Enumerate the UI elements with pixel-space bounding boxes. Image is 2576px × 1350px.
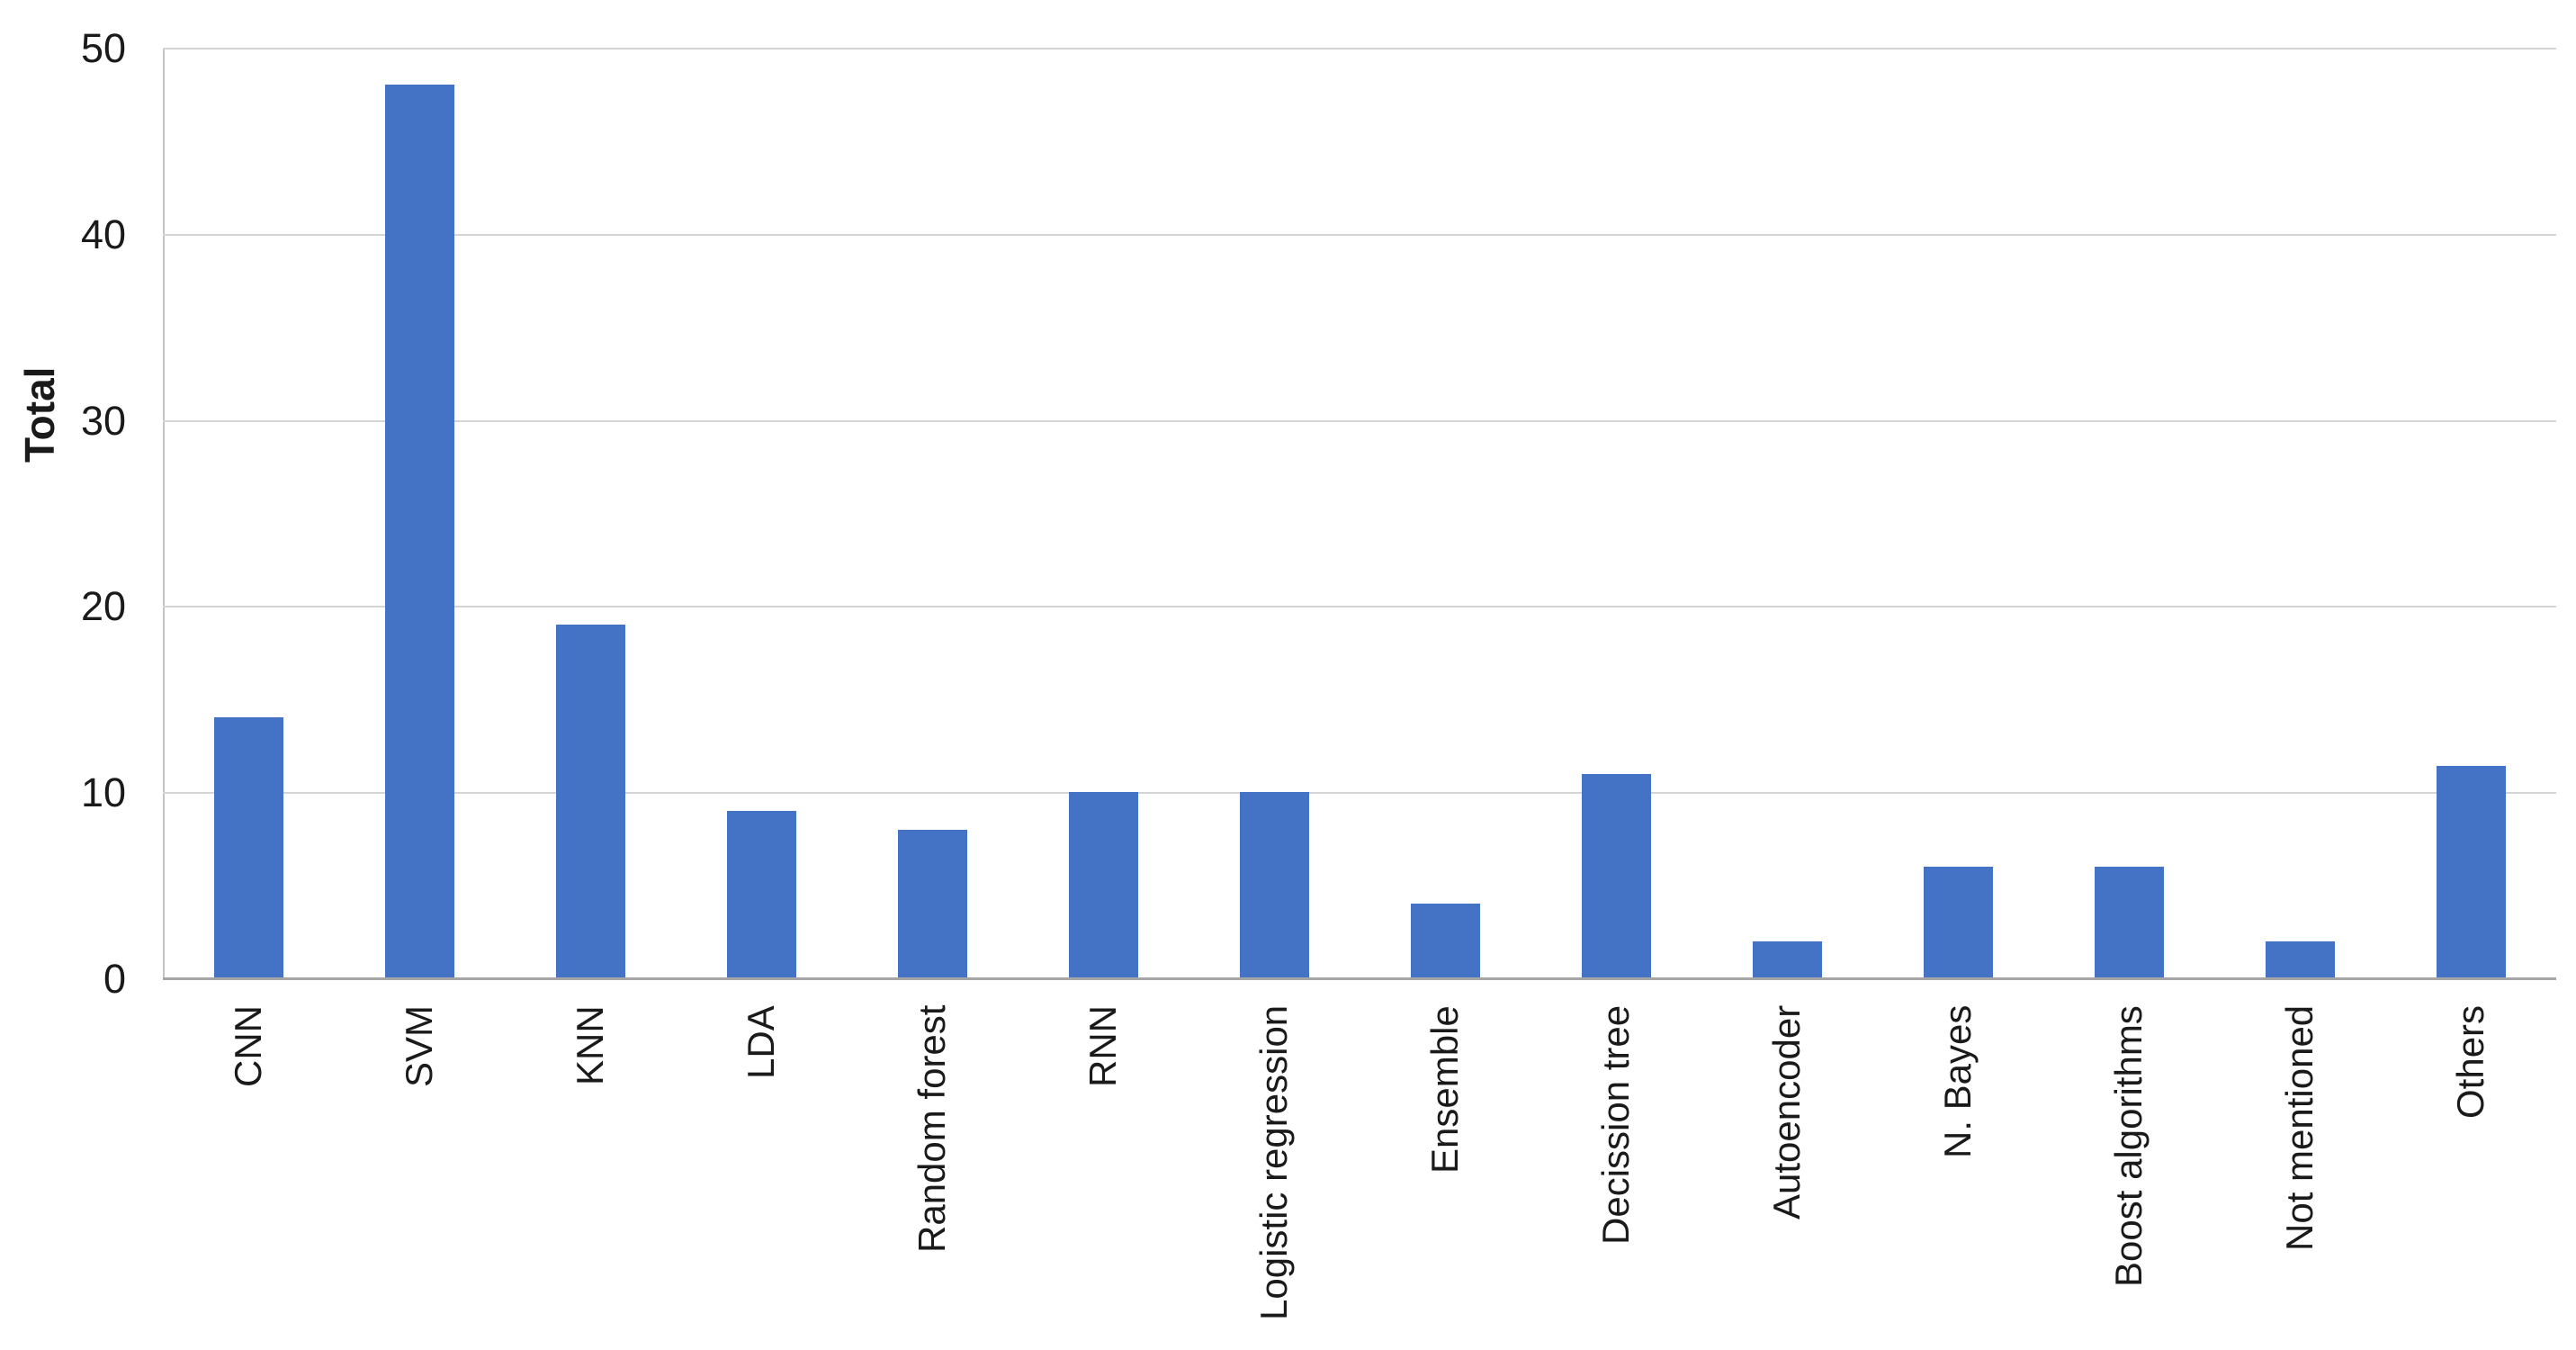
x-axis-label-not-mentioned: Not mentioned	[2278, 1005, 2320, 1252]
x-axis-label-random-forest: Random forest	[911, 1005, 953, 1254]
gridline-10	[163, 792, 2556, 795]
y-tick-label-10: 10	[80, 770, 126, 816]
y-tick-label-50: 50	[80, 25, 126, 71]
x-axis-label-rnn: RNN	[1082, 1005, 1124, 1087]
x-axis-label-lda: LDA	[740, 1005, 782, 1079]
bar-cnn	[213, 717, 283, 978]
x-axis-label-logistic-regression: Logistic regression	[1252, 1005, 1295, 1321]
x-axis-label-n-bayes: N. Bayes	[1936, 1005, 1979, 1159]
bar-random-forest	[897, 829, 967, 978]
y-tick-label-0: 0	[103, 956, 126, 1002]
bar-others	[2436, 766, 2506, 978]
bar-svm	[384, 85, 454, 978]
bar-n-bayes	[1923, 866, 1993, 978]
x-axis-label-others: Others	[2449, 1005, 2491, 1120]
x-axis-label-svm: SVM	[398, 1005, 440, 1088]
bar-autoencoder	[1752, 940, 1822, 978]
gridline-20	[163, 606, 2556, 608]
x-axis-label-ensemble: Ensemble	[1423, 1005, 1466, 1174]
x-axis-label-cnn: CNN	[227, 1005, 269, 1087]
x-axis-label-knn: KNN	[569, 1005, 611, 1085]
x-axis-label-autoencoder: Autoencoder	[1765, 1005, 1808, 1220]
bar-decission-tree	[1581, 773, 1651, 978]
bar-not-mentioned	[2265, 940, 2335, 978]
x-axis-label-decission-tree: Decission tree	[1594, 1005, 1637, 1246]
bar-knn	[555, 625, 625, 978]
bar-rnn	[1068, 792, 1138, 978]
y-tick-label-20: 20	[80, 583, 126, 630]
x-axis-line	[163, 977, 2556, 980]
y-axis-line	[163, 48, 165, 978]
gridline-50	[163, 48, 2556, 50]
bar-boost-algorithms	[2094, 866, 2164, 978]
bar-lda	[726, 810, 796, 978]
x-axis-label-boost-algorithms: Boost algorithms	[2107, 1005, 2150, 1287]
bar-ensemble	[1410, 904, 1480, 978]
bar-logistic-regression	[1239, 792, 1309, 978]
plot-area	[163, 48, 2556, 980]
y-tick-label-40: 40	[80, 211, 126, 257]
gridline-30	[163, 419, 2556, 422]
gridline-40	[163, 233, 2556, 236]
y-tick-label-30: 30	[80, 397, 126, 444]
